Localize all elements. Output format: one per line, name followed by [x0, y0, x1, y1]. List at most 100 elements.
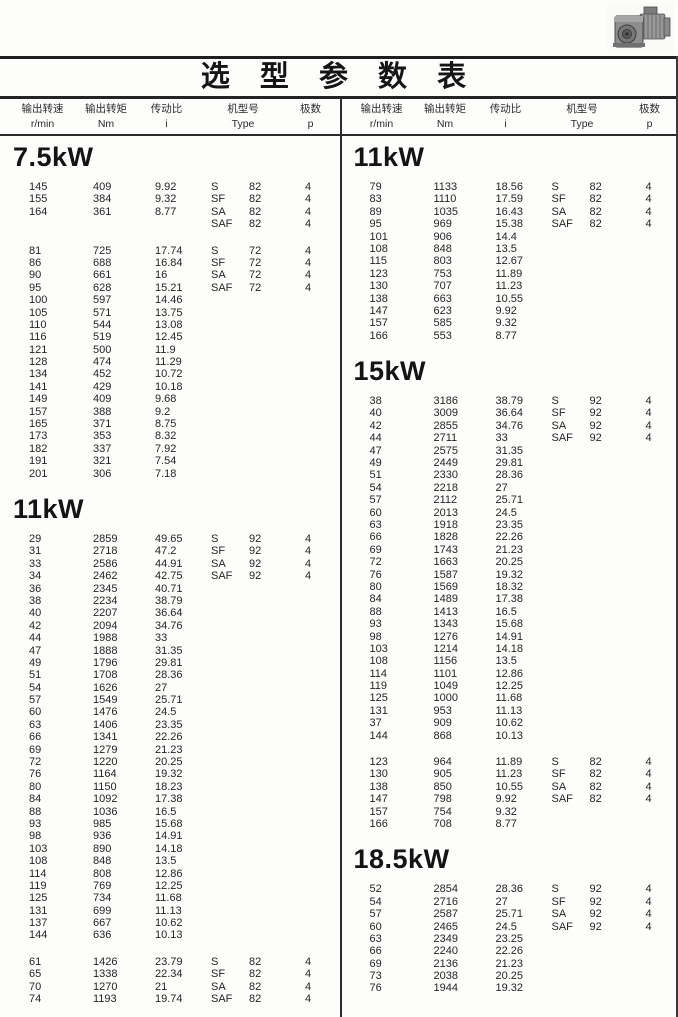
cell-poles: [293, 632, 323, 644]
cell-output-speed: 54: [369, 895, 382, 908]
cell-output-torque: 544: [93, 318, 112, 331]
cell-output-torque: 2586: [93, 557, 118, 570]
cell-type-size: [249, 905, 293, 917]
cell-type-series: [211, 868, 249, 880]
cell-output-torque: 1828: [433, 531, 458, 544]
cell-output-speed: 114: [29, 867, 47, 880]
cell-type-size: [590, 330, 634, 342]
table-row: 84 1092 17.38: [0, 793, 338, 805]
cell-type-size: [249, 744, 293, 756]
cell-poles: 4: [645, 920, 652, 933]
cell-output-speed: 147: [369, 304, 388, 317]
cell-output-torque: 734: [93, 892, 112, 905]
header-label: 输出转矩: [424, 103, 466, 115]
cell-ratio: 22.26: [155, 731, 183, 744]
table-row: 44 1988 33: [0, 632, 338, 644]
cell-type-size: 82: [249, 980, 262, 993]
cell-output-torque: 388: [93, 405, 112, 418]
cell-output-speed: 49: [29, 656, 42, 669]
cell-output-torque: 1918: [433, 518, 458, 531]
cell-output-speed: 93: [369, 618, 382, 631]
cell-type-series: [211, 381, 249, 393]
cell-output-torque: 306: [93, 467, 112, 480]
table-row: 57 1549 25.71: [0, 694, 338, 706]
cell-output-speed: 54: [29, 681, 42, 694]
cell-poles: 4: [304, 244, 312, 257]
cell-ratio: 40.71: [155, 582, 183, 595]
cell-poles: 4: [645, 883, 652, 896]
cell-poles: [293, 331, 323, 343]
cell-output-speed: 145: [29, 181, 48, 193]
cell-type-size: [249, 917, 293, 929]
cell-ratio: 11.13: [155, 904, 182, 917]
table-row: 72 1220 20.25: [0, 756, 338, 768]
table-row: 80 1150 18.23: [0, 781, 338, 793]
cell-output-torque: 1708: [93, 669, 118, 682]
header-unit: r/min: [369, 118, 394, 130]
cell-poles: [634, 593, 664, 605]
cell-poles: [293, 731, 323, 743]
cell-ratio: 15.21: [155, 281, 183, 294]
table-row: 51 2330 28.36: [341, 469, 678, 481]
cell-type-series: [211, 294, 249, 306]
cell-poles: [293, 455, 323, 467]
top-band: [0, 0, 678, 56]
cell-output-speed: 47: [369, 444, 382, 457]
cell-ratio: 7.92: [155, 442, 177, 455]
cell-type-series: [552, 655, 590, 667]
cell-output-torque: 1587: [433, 568, 458, 581]
cell-type-series: [211, 356, 249, 368]
table-header-right: 输出转速 r/min 输出转矩 Nm 传动比 i 机型号 Type 极数 p: [339, 99, 678, 134]
cell-ratio: 23.25: [495, 932, 524, 945]
cell-type-size: [590, 544, 634, 556]
cell-ratio: 22.34: [155, 968, 183, 981]
cell-output-torque: 1338: [93, 968, 118, 981]
cell-output-torque: 1476: [93, 706, 118, 719]
cell-type-size: [590, 643, 634, 655]
cell-output-speed: 70: [29, 980, 42, 993]
cell-type-series: [211, 406, 249, 418]
cell-ratio: 12.67: [495, 255, 524, 268]
cell-output-speed: 66: [369, 531, 382, 544]
cell-output-torque: 663: [433, 292, 452, 305]
table-row: 60 2465 24.5 SAF 92 4: [341, 921, 678, 933]
cell-type-size: [590, 317, 634, 329]
cell-poles: [634, 692, 664, 704]
cell-type-size: [590, 469, 634, 481]
cell-type-size: [590, 569, 634, 581]
cell-type-size: [590, 933, 634, 945]
cell-type-series: SAF: [551, 920, 573, 933]
cell-type-size: [249, 929, 293, 941]
cell-output-torque: 337: [93, 442, 112, 455]
table-row: 157 388 9.2: [0, 406, 338, 418]
cell-type-series: S: [551, 756, 559, 769]
cell-type-size: [249, 756, 293, 768]
cell-output-speed: 84: [369, 593, 382, 606]
cell-type-series: [552, 970, 590, 982]
cell-output-speed: 37: [369, 717, 382, 730]
cell-output-speed: 101: [369, 230, 388, 243]
table-row: 29 2859 49.65 S 92 4: [0, 533, 338, 545]
cell-type-series: [552, 317, 590, 329]
cell-poles: [293, 393, 323, 405]
cell-ratio: 38.79: [495, 395, 524, 408]
cell-output-torque: 353: [93, 430, 112, 443]
table-row: 108 1156 13.5: [341, 655, 678, 667]
table-row: 65 1338 22.34 SF 82 4: [0, 968, 338, 980]
cell-type-series: [211, 430, 249, 442]
cell-type-size: 82: [249, 955, 262, 968]
cell-type-size: [590, 806, 634, 818]
cell-poles: [634, 680, 664, 692]
cell-poles: [634, 818, 664, 830]
table-row: 90 661 16 SA 72 4: [0, 269, 338, 281]
cell-poles: [634, 531, 664, 543]
header-label: 极数: [639, 103, 660, 115]
cell-type-series: SF: [551, 768, 566, 781]
cell-ratio: 10.62: [495, 717, 524, 730]
cell-type-size: [249, 294, 293, 306]
cell-poles: 4: [645, 395, 652, 408]
cell-type-series: [211, 818, 249, 830]
cell-type-size: [249, 406, 293, 418]
cell-poles: [293, 892, 323, 904]
cell-ratio: 33: [495, 432, 508, 445]
